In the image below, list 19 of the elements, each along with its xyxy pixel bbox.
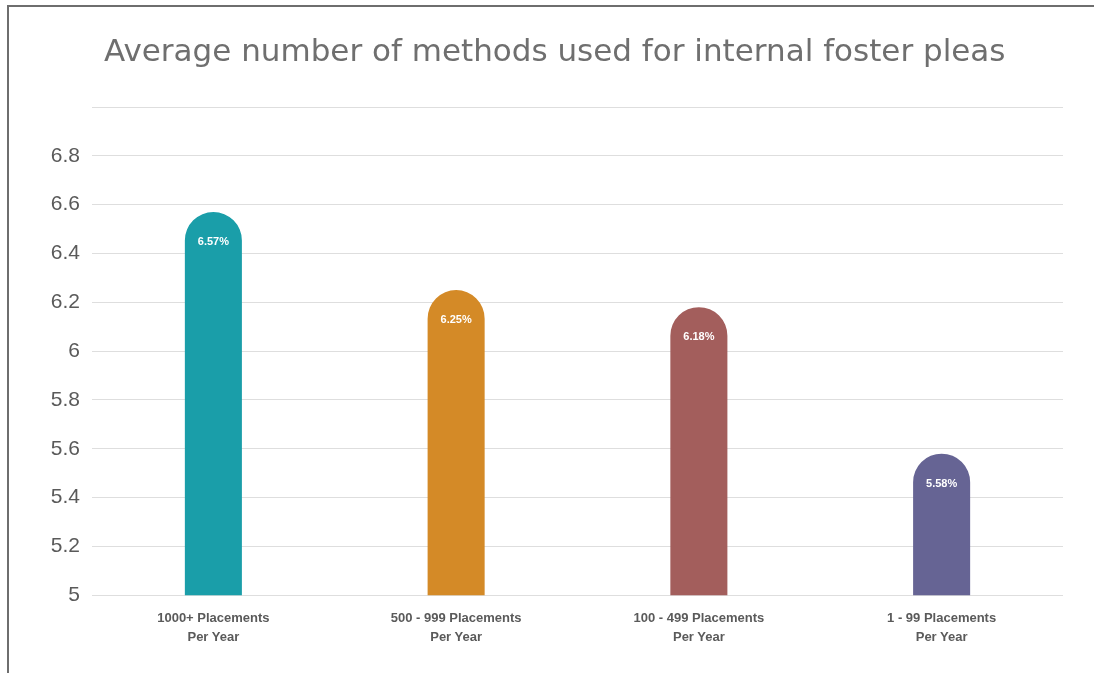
y-tick-label: 5.4 <box>50 484 81 508</box>
y-tick-label: 6 <box>68 337 80 361</box>
x-tick-label: 100 - 499 Placements Per Year <box>633 610 765 645</box>
data-label: 5.58% <box>926 476 958 489</box>
y-tick-label: 6.6 <box>50 191 80 215</box>
y-tick-label: 5.2 <box>50 533 80 557</box>
chart-title: Average number of methods used for internal foster pleas <box>104 31 1006 70</box>
y-tick-label: 5 <box>68 582 80 606</box>
x-tick-label: 1 - 99 Placements Per Year <box>887 610 997 645</box>
y-tick-label: 6.4 <box>50 240 81 264</box>
y-tick-label: 5.6 <box>50 435 80 459</box>
y-tick-label: 6.2 <box>50 289 80 313</box>
data-label: 6.25% <box>440 313 472 326</box>
x-tick-label: 1000+ Placements Per Year <box>157 610 270 645</box>
data-label: 6.57% <box>197 235 230 248</box>
x-tick-label: 500 - 999 Placements Per Year <box>390 610 522 645</box>
y-tick-label: 6.8 <box>50 142 80 166</box>
data-label: 6.18% <box>683 330 715 343</box>
y-tick-label: 5.8 <box>50 386 80 410</box>
